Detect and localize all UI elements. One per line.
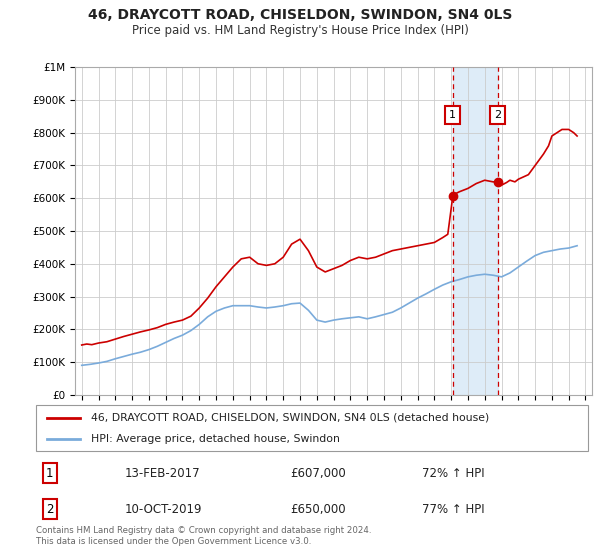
Text: 13-FEB-2017: 13-FEB-2017 xyxy=(124,467,200,480)
Text: Contains HM Land Registry data © Crown copyright and database right 2024.
This d: Contains HM Land Registry data © Crown c… xyxy=(36,526,371,546)
Text: £607,000: £607,000 xyxy=(290,467,346,480)
Text: 77% ↑ HPI: 77% ↑ HPI xyxy=(422,503,485,516)
Text: Price paid vs. HM Land Registry's House Price Index (HPI): Price paid vs. HM Land Registry's House … xyxy=(131,24,469,36)
Text: 46, DRAYCOTT ROAD, CHISELDON, SWINDON, SN4 0LS (detached house): 46, DRAYCOTT ROAD, CHISELDON, SWINDON, S… xyxy=(91,413,490,423)
Text: 72% ↑ HPI: 72% ↑ HPI xyxy=(422,467,485,480)
Text: 2: 2 xyxy=(494,110,502,120)
Text: 2: 2 xyxy=(46,503,53,516)
Text: £650,000: £650,000 xyxy=(290,503,346,516)
Text: 46, DRAYCOTT ROAD, CHISELDON, SWINDON, SN4 0LS: 46, DRAYCOTT ROAD, CHISELDON, SWINDON, S… xyxy=(88,8,512,22)
FancyBboxPatch shape xyxy=(36,405,588,451)
Bar xyxy=(453,67,498,395)
Text: 10-OCT-2019: 10-OCT-2019 xyxy=(124,503,202,516)
Text: 1: 1 xyxy=(449,110,457,120)
Text: 1: 1 xyxy=(46,467,53,480)
Text: HPI: Average price, detached house, Swindon: HPI: Average price, detached house, Swin… xyxy=(91,435,340,444)
